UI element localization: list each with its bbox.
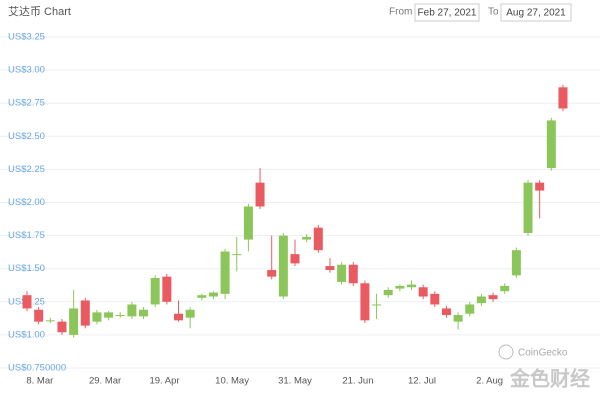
from-label: From bbox=[389, 7, 412, 18]
x-tick-label: 21. Jun bbox=[342, 376, 373, 387]
candle-body bbox=[267, 270, 277, 277]
candle-body bbox=[139, 309, 149, 317]
candle-body bbox=[290, 254, 300, 264]
watermark-logo bbox=[498, 344, 514, 360]
x-tick-label: 10. May bbox=[215, 376, 249, 387]
candle-body bbox=[92, 312, 102, 322]
y-tick-label: US$3.00 bbox=[8, 65, 45, 76]
to-input[interactable] bbox=[500, 3, 572, 22]
candle-body bbox=[546, 120, 556, 169]
candle-body bbox=[430, 293, 440, 305]
y-tick-label: US$2.25 bbox=[8, 164, 45, 175]
candle-body bbox=[220, 251, 230, 294]
candle-body bbox=[500, 285, 510, 292]
y-tick-label: US$1.75 bbox=[8, 230, 45, 241]
from-input[interactable] bbox=[414, 3, 480, 22]
candle-body bbox=[558, 87, 568, 109]
x-tick-label: 31. May bbox=[278, 376, 312, 387]
candle-body bbox=[395, 285, 405, 289]
candle-body bbox=[337, 264, 347, 282]
candle-body bbox=[69, 308, 79, 335]
candle-body bbox=[476, 296, 486, 304]
candle-body bbox=[232, 254, 242, 256]
x-tick-label: 12. Jul bbox=[408, 376, 436, 387]
candle-body bbox=[383, 289, 393, 296]
y-tick-label: US$1.00 bbox=[8, 329, 45, 340]
candle-body bbox=[197, 295, 207, 298]
candle-body bbox=[278, 235, 288, 297]
candle-body bbox=[80, 300, 90, 326]
candle-body bbox=[162, 276, 172, 302]
candle-body bbox=[348, 264, 358, 284]
candle-body bbox=[115, 315, 125, 317]
x-tick-label: 19. Apr bbox=[149, 376, 179, 387]
candle-body bbox=[255, 182, 265, 207]
candle-body bbox=[313, 227, 323, 251]
candle-body bbox=[535, 182, 545, 191]
corner-watermark: 金色财经 bbox=[509, 366, 590, 390]
to-date[interactable]: Aug 27, 2021 bbox=[506, 8, 566, 19]
candle-body bbox=[511, 250, 521, 276]
candle-body bbox=[150, 277, 160, 305]
y-tick-label: US$3.25 bbox=[8, 32, 45, 43]
x-tick-label: 2. Aug bbox=[476, 376, 503, 387]
candle-body bbox=[104, 312, 114, 318]
candle-body bbox=[45, 320, 55, 322]
candle-body bbox=[243, 206, 253, 240]
candle-body bbox=[22, 295, 32, 309]
y-tick-label: US$1.50 bbox=[8, 263, 45, 274]
from-date[interactable]: Feb 27, 2021 bbox=[418, 8, 477, 19]
candle-body bbox=[418, 287, 428, 297]
candle-body bbox=[372, 304, 382, 306]
candle-body bbox=[441, 308, 451, 316]
candle-body bbox=[208, 292, 218, 297]
candle-body bbox=[325, 266, 335, 271]
candle-body bbox=[465, 304, 475, 314]
candle-body bbox=[185, 309, 195, 318]
candle-body bbox=[173, 313, 183, 321]
chart-title: 艾达币 Chart bbox=[8, 5, 71, 18]
y-tick-label: US$2.50 bbox=[8, 131, 45, 142]
watermark: CoinGecko bbox=[518, 348, 568, 359]
candle-body bbox=[360, 283, 370, 321]
y-tick-label: US$2.75 bbox=[8, 98, 45, 109]
candle-body bbox=[453, 315, 463, 322]
candle-body bbox=[302, 236, 312, 240]
x-tick-label: 8. Mar bbox=[26, 376, 53, 387]
candle-body bbox=[523, 182, 533, 233]
candle-body bbox=[127, 304, 137, 317]
candle-body bbox=[407, 284, 417, 288]
to-label: To bbox=[488, 7, 499, 18]
x-tick-label: 29. Mar bbox=[89, 376, 121, 387]
candle-body bbox=[57, 321, 67, 333]
candle-body bbox=[34, 309, 44, 322]
y-tick-label: US$0.750000 bbox=[8, 363, 66, 374]
y-tick-label: US$2.00 bbox=[8, 197, 45, 208]
candle-body bbox=[488, 295, 498, 300]
